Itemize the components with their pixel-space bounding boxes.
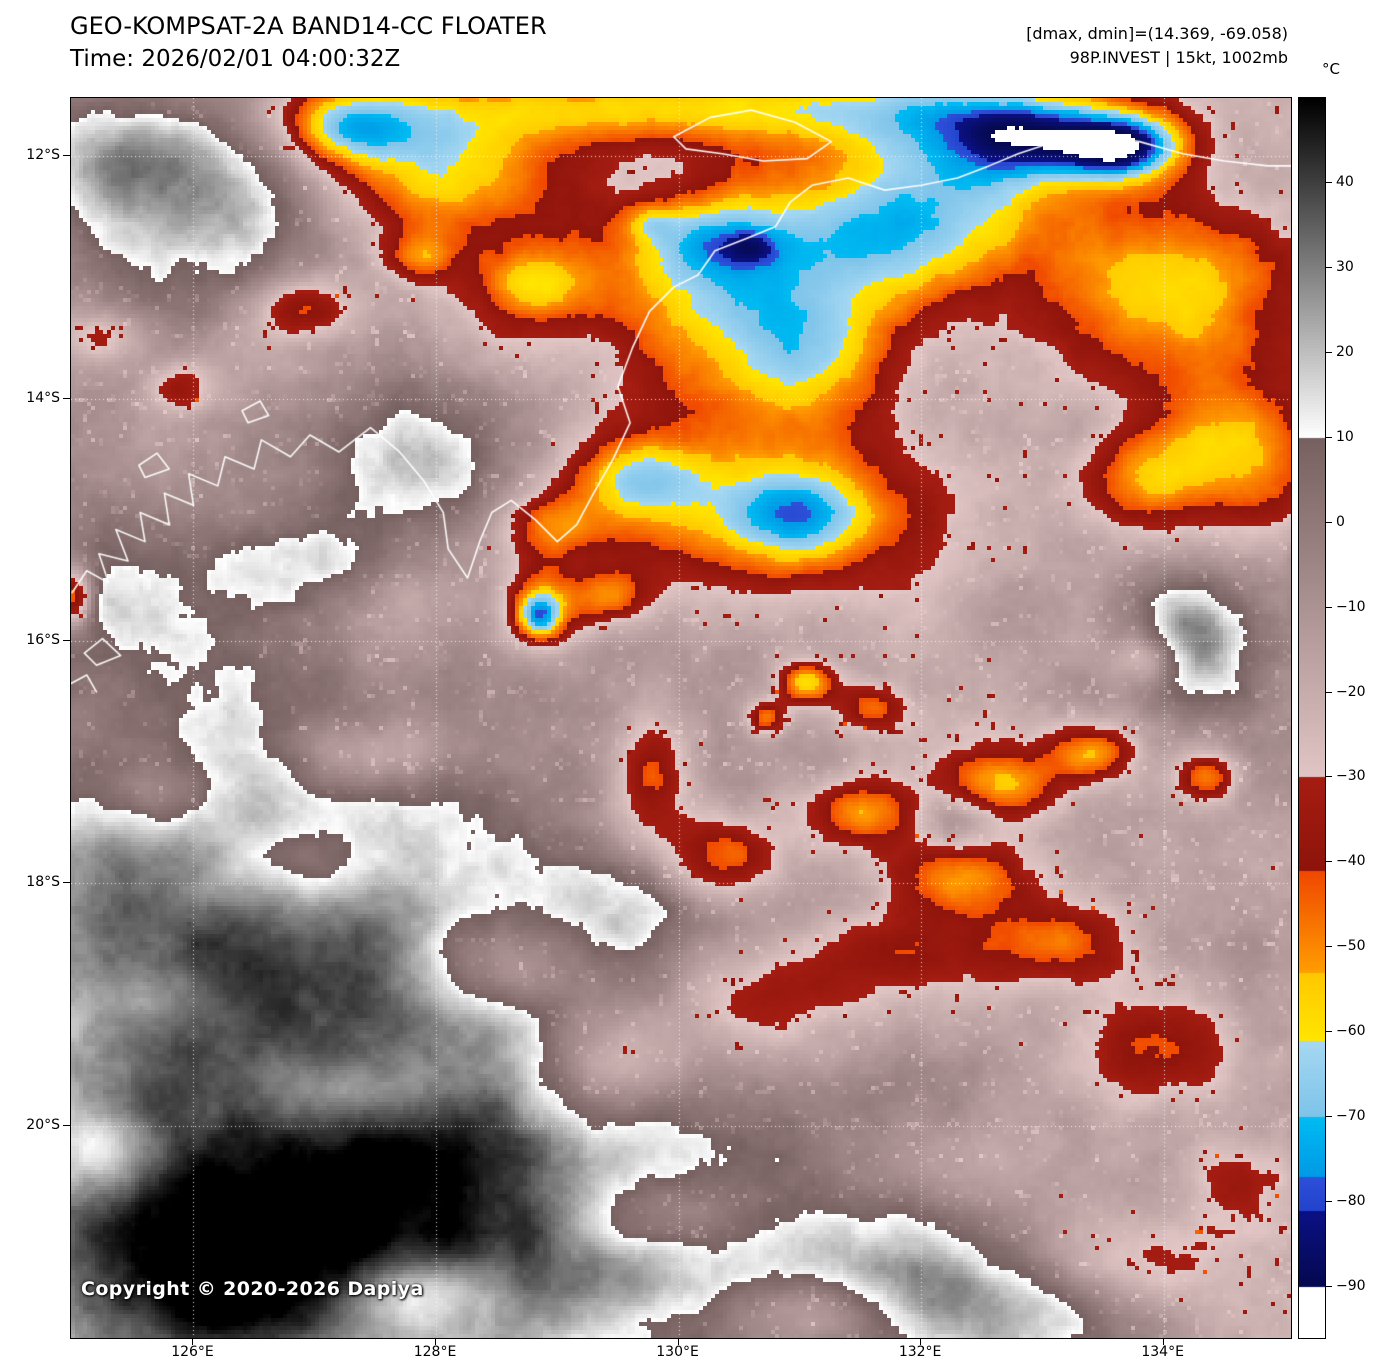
lat-tickmark bbox=[63, 640, 70, 641]
colorbar-tickmark bbox=[1326, 182, 1332, 183]
colorbar bbox=[1298, 97, 1326, 1339]
storm-info-line: 98P.INVEST | 15kt, 1002mb bbox=[1069, 48, 1288, 67]
lat-tick-label: 18°S bbox=[26, 874, 60, 891]
colorbar-tickmark bbox=[1326, 1286, 1332, 1287]
colorbar-tick-label: −70 bbox=[1336, 1108, 1366, 1125]
colorbar-tick-label: −80 bbox=[1336, 1193, 1366, 1210]
colorbar-tickmark bbox=[1326, 946, 1332, 947]
grid-coastline-overlay bbox=[71, 98, 1291, 1338]
colorbar-tick-label: 10 bbox=[1336, 428, 1354, 445]
colorbar-tickmark bbox=[1326, 776, 1332, 777]
colorbar-tickmark bbox=[1326, 522, 1332, 523]
lon-tick-label: 126°E bbox=[171, 1344, 214, 1359]
lat-tick-label: 20°S bbox=[26, 1116, 60, 1133]
colorbar-tickmark bbox=[1326, 267, 1332, 268]
dmax-dmin-readout: [dmax, dmin]=(14.369, -69.058) bbox=[1026, 24, 1288, 43]
lon-tick-label: 130°E bbox=[656, 1344, 699, 1359]
lat-tickmark bbox=[63, 398, 70, 399]
colorbar-tick-label: −40 bbox=[1336, 853, 1366, 870]
product-time: Time: 2026/02/01 04:00:32Z bbox=[70, 46, 401, 72]
lat-tickmark bbox=[63, 1125, 70, 1126]
colorbar-tickmark bbox=[1326, 861, 1332, 862]
colorbar-tick-label: −90 bbox=[1336, 1278, 1366, 1295]
colorbar-tickmark bbox=[1326, 692, 1332, 693]
lat-tick-label: 16°S bbox=[26, 632, 60, 649]
lon-tick-label: 128°E bbox=[413, 1344, 457, 1359]
colorbar-tick-label: 0 bbox=[1336, 513, 1345, 530]
colorbar-tickmark bbox=[1326, 607, 1332, 608]
lat-tickmark bbox=[63, 155, 70, 156]
colorbar-unit-label: °C bbox=[1322, 60, 1340, 78]
lat-tick-label: 14°S bbox=[26, 389, 60, 406]
lon-tickmark bbox=[920, 1339, 921, 1345]
colorbar-tick-label: −10 bbox=[1336, 598, 1366, 615]
colorbar-tick-label: 40 bbox=[1336, 173, 1354, 190]
colorbar-tick-label: 30 bbox=[1336, 258, 1354, 275]
colorbar-tick-label: −50 bbox=[1336, 938, 1366, 955]
lon-tick-label: 134°E bbox=[1141, 1344, 1184, 1359]
colorbar-tick-label: 20 bbox=[1336, 343, 1354, 360]
product-title: GEO-KOMPSAT-2A BAND14-CC FLOATER bbox=[70, 12, 547, 40]
colorbar-tickmark bbox=[1326, 437, 1332, 438]
colorbar-tickmark bbox=[1326, 352, 1332, 353]
colorbar-tickmark bbox=[1326, 1116, 1332, 1117]
copyright-watermark: Copyright © 2020-2026 Dapiya bbox=[81, 1278, 424, 1300]
lat-tickmark bbox=[63, 882, 70, 883]
lon-tickmark bbox=[1163, 1339, 1164, 1345]
lon-tickmark bbox=[192, 1339, 193, 1345]
colorbar-tickmark bbox=[1326, 1031, 1332, 1032]
colorbar-tick-label: −30 bbox=[1336, 768, 1366, 785]
lat-tick-label: 12°S bbox=[26, 147, 60, 164]
lon-tickmark bbox=[435, 1339, 436, 1345]
colorbar-tick-label: −60 bbox=[1336, 1023, 1366, 1040]
map-plot-area: Copyright © 2020-2026 Dapiya bbox=[70, 97, 1292, 1339]
lon-tickmark bbox=[678, 1339, 679, 1345]
lon-tick-label: 132°E bbox=[898, 1344, 942, 1359]
colorbar-tickmark bbox=[1326, 1201, 1332, 1202]
colorbar-tick-label: −20 bbox=[1336, 683, 1366, 700]
